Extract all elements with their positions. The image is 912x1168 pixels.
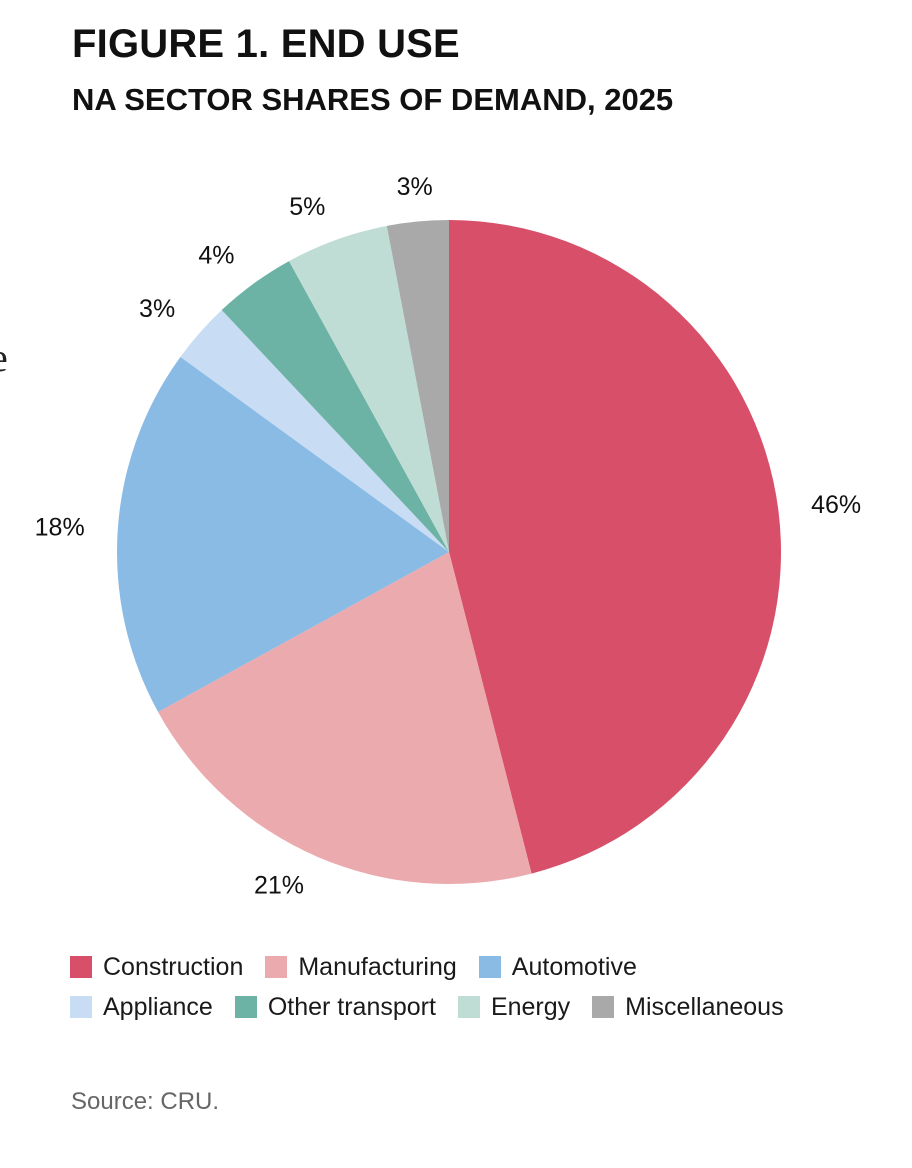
legend-item-construction: Construction — [70, 953, 243, 982]
legend-label: Other transport — [267, 992, 436, 1021]
data-label-energy: 5% — [289, 193, 325, 221]
pie-slice-automotive — [117, 356, 449, 712]
legend-item-other-transport: Other transport — [234, 992, 436, 1022]
legend-label: Appliance — [103, 992, 213, 1021]
legend-label: Construction — [103, 952, 244, 981]
data-label-appliance: 3% — [139, 295, 175, 323]
legend-label: Manufacturing — [298, 952, 457, 981]
legend-swatch — [265, 956, 288, 978]
legend-swatch — [457, 996, 480, 1018]
data-label-automotive: 18% — [35, 514, 85, 542]
pie-slice-miscellaneous — [386, 220, 449, 552]
legend-item-energy: Energy — [457, 992, 571, 1022]
legend-item-miscellaneous: Miscellaneous — [592, 992, 784, 1022]
clipped-edge-text: e — [0, 334, 8, 381]
pie-slice-construction — [449, 220, 782, 874]
figure-title: FIGURE 1. END USE — [72, 22, 460, 66]
pie-data-labels: 46% 21% 18% 3% 4% 5% 3% — [35, 173, 861, 899]
legend-label: Miscellaneous — [625, 992, 784, 1021]
legend-swatch — [70, 956, 92, 978]
data-label-manufacturing: 21% — [254, 872, 304, 900]
legend-swatch — [592, 996, 615, 1018]
source-note: Source: CRU. — [71, 1088, 220, 1115]
pie-chart: 46% 21% 18% 3% 4% 5% 3% — [35, 173, 861, 899]
pie-slice-manufacturing — [158, 552, 532, 885]
legend-swatch — [478, 956, 501, 978]
legend-item-appliance: Appliance — [70, 993, 213, 1022]
pie-slice-appliance — [180, 309, 449, 552]
pie-slice-energy — [289, 225, 449, 552]
legend-row: Appliance Other transport Energy Miscellane… — [70, 990, 870, 1024]
pie-slices — [117, 220, 782, 885]
pie-slice-other-transport — [221, 261, 449, 552]
figure-subtitle: NA SECTOR SHARES OF DEMAND, 2025 — [72, 82, 674, 117]
legend-swatch — [70, 996, 92, 1018]
chart-legend: Construction Manufacturing Automotive Appli… — [70, 950, 870, 1030]
legend-item-automotive: Automotive — [478, 952, 637, 982]
data-label-construction: 46% — [811, 491, 861, 519]
data-label-miscellaneous: 3% — [397, 173, 433, 201]
legend-label: Automotive — [511, 952, 637, 981]
legend-item-manufacturing: Manufacturing — [265, 952, 457, 982]
data-label-other-transport: 4% — [198, 241, 234, 269]
legend-label: Energy — [490, 992, 571, 1021]
legend-row: Construction Manufacturing Automotive — [70, 950, 870, 984]
legend-swatch — [234, 996, 257, 1018]
